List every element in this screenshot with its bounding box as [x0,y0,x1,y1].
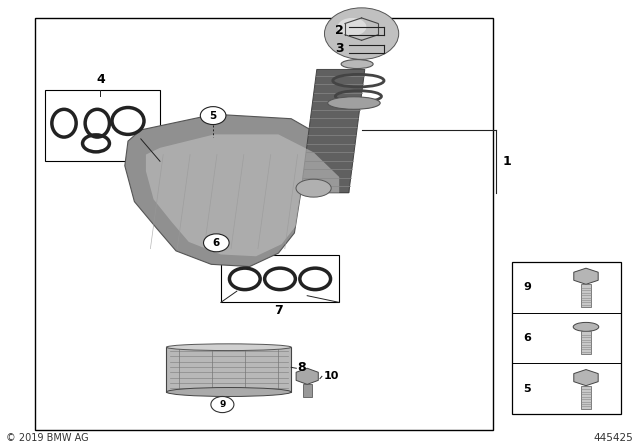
Text: 445425: 445425 [594,433,634,443]
Ellipse shape [166,388,291,396]
Text: 1: 1 [502,155,511,168]
Bar [512,262,621,414]
Bar [581,332,591,354]
Text: © 2019 BMW AG: © 2019 BMW AG [6,433,89,443]
Polygon shape [296,368,318,384]
Ellipse shape [341,60,373,69]
Circle shape [204,234,229,252]
Bar [166,347,291,392]
Polygon shape [146,134,339,256]
Ellipse shape [166,344,291,350]
Text: 5: 5 [209,111,217,121]
Ellipse shape [328,97,380,109]
Text: 2: 2 [335,24,344,38]
Polygon shape [574,370,598,386]
Text: 8: 8 [298,361,306,374]
Bar [221,255,339,302]
Text: 4: 4 [96,73,105,86]
Text: 6: 6 [212,238,220,248]
Polygon shape [574,268,598,284]
Ellipse shape [324,8,399,59]
Text: 3: 3 [335,42,344,56]
Bar [303,384,312,397]
Text: 9: 9 [524,282,531,293]
Circle shape [200,107,226,125]
Circle shape [211,396,234,413]
Polygon shape [125,114,349,267]
Ellipse shape [338,18,366,36]
Text: 10: 10 [323,371,339,381]
Bar [35,18,493,430]
Ellipse shape [296,179,332,197]
Ellipse shape [573,323,599,332]
Text: 6: 6 [524,333,531,343]
Bar [45,90,160,161]
Text: 5: 5 [524,384,531,394]
Polygon shape [301,69,365,193]
Bar [581,386,591,409]
Bar [581,284,591,307]
Text: 7: 7 [274,304,283,317]
Text: 9: 9 [220,400,225,409]
